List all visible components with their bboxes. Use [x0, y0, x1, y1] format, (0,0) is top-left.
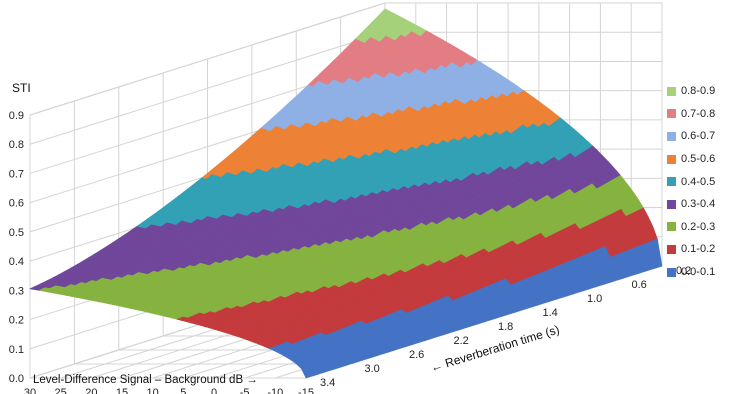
legend-item: 0.5-0.6 — [667, 148, 749, 171]
x-tick-label: -5 — [240, 387, 250, 394]
x-tick-label: 0 — [211, 387, 217, 394]
legend-swatch — [667, 86, 676, 96]
x-tick-label: 5 — [180, 387, 186, 394]
legend: 0.8-0.9 0.7-0.8 0.6-0.7 0.5-0.6 0.4-0.5 0.3-0… — [667, 80, 749, 283]
x-tick-label: 10 — [147, 387, 159, 394]
z-tick-label: 0.3 — [9, 285, 24, 297]
legend-swatch — [667, 109, 676, 119]
z-tick-label: 0.7 — [9, 168, 24, 180]
y-tick-label: 1.8 — [498, 321, 513, 333]
x-tick-label: 30 — [24, 387, 36, 394]
z-tick-label: 0.4 — [9, 256, 24, 268]
legend-item: 0.4-0.5 — [667, 170, 749, 193]
legend-label: 0.3-0.4 — [681, 198, 716, 211]
y-tick-label: 1.4 — [543, 307, 558, 319]
legend-item: 0.7-0.8 — [667, 103, 749, 126]
legend-label: 0.2-0.3 — [681, 220, 716, 233]
z-axis-title: STI — [12, 81, 31, 95]
z-tick-label: 0.6 — [9, 198, 24, 210]
legend-item: 0.0-0.1 — [667, 261, 749, 284]
x-tick-label: -10 — [267, 387, 283, 394]
z-tick-label: 0.1 — [9, 344, 24, 356]
x-axis-title: Level-Difference Signal – Background dB … — [33, 374, 258, 386]
y-tick-label: 0.6 — [632, 279, 647, 291]
legend-label: 0.8-0.9 — [681, 85, 716, 98]
legend-swatch — [667, 244, 676, 254]
y-tick-label: 0.2 — [676, 265, 691, 277]
y-tick-label: 3.0 — [365, 363, 380, 375]
legend-swatch — [667, 131, 676, 141]
y-tick-label: 2.6 — [409, 349, 424, 361]
legend-label: 0.7-0.8 — [681, 107, 716, 120]
chart-surface — [29, 8, 663, 379]
legend-label: 0.6-0.7 — [681, 130, 716, 143]
legend-item: 0.6-0.7 — [667, 125, 749, 148]
legend-swatch — [667, 177, 676, 187]
legend-label: 0.5-0.6 — [681, 153, 716, 166]
z-tick-label: 0.9 — [9, 110, 24, 122]
legend-swatch — [667, 222, 676, 232]
x-tick-label: 20 — [85, 387, 97, 394]
x-tick-label: -15 — [298, 387, 314, 394]
legend-item: 0.1-0.2 — [667, 238, 749, 261]
legend-swatch — [667, 267, 676, 277]
surface-patch — [300, 366, 313, 379]
z-tick-label: 0.5 — [9, 227, 24, 239]
y-tick-label: 3.4 — [320, 377, 335, 389]
y-tick-label: 1.0 — [587, 293, 602, 305]
legend-swatch — [667, 199, 676, 209]
z-tick-label: 0.8 — [9, 139, 24, 151]
legend-swatch — [667, 154, 676, 164]
z-tick-label: 0.0 — [9, 373, 24, 385]
x-tick-label: 25 — [55, 387, 67, 394]
legend-item: 0.2-0.3 — [667, 216, 749, 239]
legend-label: 0.1-0.2 — [681, 243, 716, 256]
z-tick-label: 0.2 — [9, 315, 24, 327]
legend-label: 0.4-0.5 — [681, 175, 716, 188]
x-tick-label: 15 — [116, 387, 128, 394]
legend-label: 0.0-0.1 — [681, 266, 716, 279]
y-tick-label: 2.2 — [454, 335, 469, 347]
legend-item: 0.3-0.4 — [667, 193, 749, 216]
legend-item: 0.8-0.9 — [667, 80, 749, 103]
